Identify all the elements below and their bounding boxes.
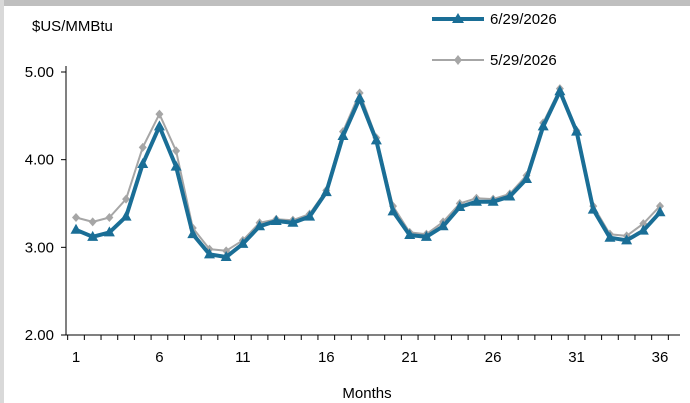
tick-labels: 2.003.004.005.001 6 11 16 21 26 31 36 xyxy=(25,64,669,366)
data-point xyxy=(554,85,566,96)
x-tick-label: 6 xyxy=(155,349,163,366)
data-point xyxy=(203,248,215,259)
data-point xyxy=(254,220,266,231)
y-axis-label: $US/MMBtu xyxy=(32,18,113,35)
data-point xyxy=(521,172,533,183)
data-point xyxy=(187,228,199,239)
y-tick-label: 4.00 xyxy=(25,152,54,169)
data-point xyxy=(470,195,482,206)
left-border xyxy=(0,0,4,403)
x-tick-label: 31 xyxy=(568,349,585,366)
data-point xyxy=(587,203,599,214)
data-point xyxy=(320,186,332,197)
data-point xyxy=(153,120,165,131)
series-layer xyxy=(70,84,666,261)
data-point xyxy=(654,206,666,217)
data-point xyxy=(170,160,182,171)
series-1 xyxy=(70,85,666,261)
data-point xyxy=(604,231,616,242)
data-point xyxy=(138,142,147,152)
data-point xyxy=(487,195,499,206)
data-point xyxy=(270,215,282,226)
legend-marker-1 xyxy=(452,13,464,23)
data-point xyxy=(105,213,114,223)
data-point xyxy=(420,230,432,241)
data-point xyxy=(571,125,583,136)
x-axis-label: Months xyxy=(342,385,391,402)
data-point xyxy=(504,190,516,201)
data-point xyxy=(537,120,549,131)
x-tick-label: 1 xyxy=(72,349,80,366)
legend-label-2: 5/29/2026 xyxy=(490,52,557,69)
data-point xyxy=(287,216,299,227)
data-point xyxy=(337,129,349,140)
series-line-2 xyxy=(75,87,661,252)
data-point xyxy=(137,158,149,169)
x-tick-label: 11 xyxy=(235,349,251,366)
legend-marker-2 xyxy=(454,55,462,65)
data-point xyxy=(404,229,416,240)
data-point xyxy=(220,250,232,261)
data-point xyxy=(88,217,97,227)
data-point xyxy=(103,226,115,237)
data-point xyxy=(237,237,249,248)
data-point xyxy=(354,92,366,103)
data-point xyxy=(70,223,82,234)
y-tick-label: 5.00 xyxy=(25,64,54,81)
top-border xyxy=(0,0,690,6)
data-point xyxy=(454,201,466,212)
legend-label-1: 6/29/2026 xyxy=(490,11,557,28)
x-tick-label: 26 xyxy=(485,349,502,366)
data-point xyxy=(122,194,131,204)
x-tick-label: 16 xyxy=(318,349,335,366)
axes xyxy=(61,66,680,340)
data-point xyxy=(172,146,181,156)
legend: 6/29/2026 5/29/2026 xyxy=(432,11,557,69)
series-2 xyxy=(72,84,664,256)
data-point xyxy=(72,213,80,223)
series-line-1 xyxy=(75,89,662,259)
data-point xyxy=(370,134,382,145)
data-point xyxy=(87,230,99,241)
data-point xyxy=(637,224,649,235)
y-tick-label: 3.00 xyxy=(25,239,54,256)
data-point xyxy=(621,234,633,245)
data-point xyxy=(656,201,664,211)
x-tick-label: 21 xyxy=(401,349,418,366)
legend-item-1: 6/29/2026 xyxy=(432,11,557,28)
x-tick-label: 36 xyxy=(652,349,669,366)
legend-item-2: 5/29/2026 xyxy=(432,52,557,69)
data-point xyxy=(387,205,399,216)
y-tick-label: 2.00 xyxy=(25,327,54,344)
data-point xyxy=(120,210,132,221)
data-point xyxy=(304,210,316,221)
data-point xyxy=(437,220,449,231)
data-point xyxy=(155,109,164,119)
